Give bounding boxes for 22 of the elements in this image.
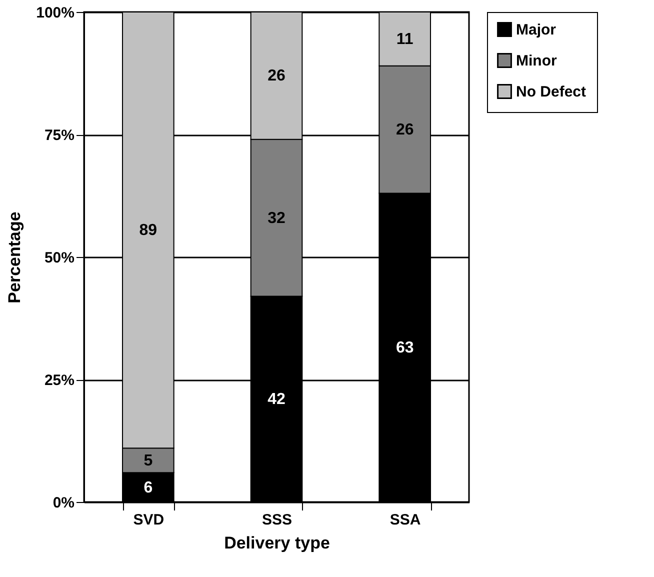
- x-tick-label: SSS: [262, 512, 292, 528]
- y-tick-label: 100%: [36, 4, 74, 22]
- data-label: 42: [268, 391, 286, 408]
- x-tick-label: SSA: [390, 512, 421, 528]
- data-label: 11: [396, 30, 414, 48]
- data-label: 26: [396, 122, 414, 139]
- x-tick-label: SVD: [133, 512, 164, 528]
- legend-label: No Defect: [516, 84, 586, 100]
- data-label: 32: [268, 210, 286, 227]
- legend-label: Major: [516, 22, 556, 38]
- data-label: 63: [396, 340, 414, 357]
- data-label: 26: [268, 68, 286, 85]
- y-axis-title: Percentage: [5, 212, 24, 304]
- data-label: 6: [144, 479, 153, 496]
- y-tick-label: 25%: [44, 372, 74, 389]
- data-label: 89: [139, 222, 158, 240]
- y-tick-label: 50%: [44, 250, 74, 266]
- legend-label: Minor: [516, 52, 557, 70]
- x-axis-title: Delivery type: [224, 534, 330, 552]
- data-label: 5: [144, 452, 153, 470]
- y-tick-label: 75%: [44, 127, 74, 144]
- y-tick-label: 0%: [52, 494, 74, 512]
